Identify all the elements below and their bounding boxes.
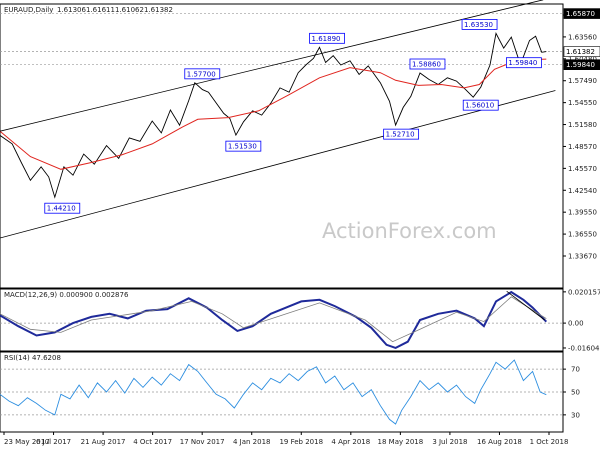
macd-panel-title: MACD(12,26,9) 0.000900 0.002876 bbox=[4, 291, 129, 299]
price-series-line bbox=[0, 32, 547, 199]
macd-y-tick-label: -0.016048 bbox=[568, 344, 600, 352]
rsi-y-tick-label: 30 bbox=[571, 411, 580, 419]
value-annotation: 1.58860 bbox=[412, 61, 441, 69]
value-annotation-box bbox=[462, 99, 499, 111]
price-panel bbox=[0, 3, 564, 289]
price-y-tick-label: 1.39550 bbox=[568, 209, 597, 217]
macd-series-line bbox=[0, 290, 548, 349]
header-low: 1.61062 bbox=[115, 6, 144, 14]
x-tick-label: 21 Aug 2017 bbox=[81, 438, 126, 446]
value-annotation-box bbox=[225, 140, 262, 152]
price-panel-title: EURAUD,Daily bbox=[4, 6, 53, 14]
value-annotation: 1.61890 bbox=[312, 35, 341, 43]
rsi-series-line bbox=[0, 359, 547, 425]
x-tick-label: 19 Feb 2018 bbox=[279, 438, 323, 446]
rsi-y-tick-label: 50 bbox=[571, 389, 580, 397]
price-tag-box bbox=[563, 8, 600, 19]
value-annotation: 1.51530 bbox=[228, 143, 257, 151]
value-annotation: 1.57700 bbox=[187, 70, 216, 78]
price-tag-box bbox=[563, 46, 600, 57]
price-y-tick-label: 1.54550 bbox=[568, 99, 597, 107]
x-tick-label: 4 Jan 2018 bbox=[233, 438, 271, 446]
value-annotation: 1.52710 bbox=[386, 131, 415, 139]
macd-trend-line bbox=[506, 290, 545, 321]
value-annotation: 1.56010 bbox=[465, 102, 494, 110]
price-tag-label: 1.59840 bbox=[566, 61, 595, 69]
x-tick-label: 6 Jul 2017 bbox=[36, 438, 71, 446]
x-tick-label: 17 Nov 2017 bbox=[180, 438, 225, 446]
rsi-panel-title: RSI(14) 47.6208 bbox=[4, 354, 61, 362]
price-y-tick-label: 1.33670 bbox=[568, 253, 597, 261]
value-annotation-box bbox=[505, 57, 542, 69]
price-y-tick-label: 1.60480 bbox=[568, 55, 597, 63]
rsi-y-tick-label: 70 bbox=[571, 366, 580, 374]
header-close: 1.61382 bbox=[144, 6, 173, 14]
value-annotation-box bbox=[309, 32, 345, 44]
watermark: ActionForex.com bbox=[322, 219, 497, 243]
value-annotation-box bbox=[383, 128, 420, 140]
value-annotation: 1.63530 bbox=[464, 21, 493, 29]
x-tick-label: 3 Jul 2018 bbox=[432, 438, 467, 446]
price-y-tick-label: 1.48570 bbox=[568, 143, 597, 151]
x-tick-label: 18 May 2018 bbox=[378, 438, 424, 446]
price-y-tick-label: 1.51580 bbox=[568, 121, 597, 129]
signal-series-line bbox=[0, 296, 547, 343]
header-open: 1.61306 bbox=[57, 6, 86, 14]
price-tag-label: 1.61382 bbox=[566, 48, 595, 56]
macd-y-tick-label: 0.00 bbox=[568, 320, 584, 328]
value-annotation-box bbox=[44, 202, 81, 214]
moving-average-line bbox=[0, 58, 547, 170]
value-annotation: 1.59840 bbox=[508, 59, 537, 67]
price-y-tick-label: 1.42540 bbox=[568, 187, 597, 195]
lower-channel-line bbox=[0, 90, 556, 239]
price-y-tick-label: 1.36550 bbox=[568, 231, 597, 239]
price-tag-label: 1.65870 bbox=[566, 10, 595, 18]
value-annotation: 1.44210 bbox=[47, 205, 76, 213]
upper-channel-line bbox=[0, 0, 544, 132]
x-tick-label: 16 Aug 2018 bbox=[477, 438, 522, 446]
value-annotation-box bbox=[409, 58, 446, 70]
price-y-tick-label: 1.63560 bbox=[568, 33, 597, 41]
x-tick-label: 4 Apr 2018 bbox=[331, 438, 370, 446]
x-tick-label: 23 May 2017 bbox=[4, 438, 50, 446]
value-annotation-box bbox=[184, 68, 221, 80]
macd-panel bbox=[0, 288, 564, 352]
macd-y-tick-label: 0.020157 bbox=[568, 288, 600, 296]
price-y-tick-label: 1.57490 bbox=[568, 77, 597, 85]
header-high: 1.61611 bbox=[86, 6, 115, 14]
x-tick-label: 4 Oct 2017 bbox=[133, 438, 172, 446]
x-tick-label: 1 Oct 2018 bbox=[530, 438, 569, 446]
price-tag-box bbox=[563, 59, 600, 70]
value-annotation-box bbox=[461, 19, 498, 30]
price-y-tick-label: 1.45570 bbox=[568, 165, 597, 173]
